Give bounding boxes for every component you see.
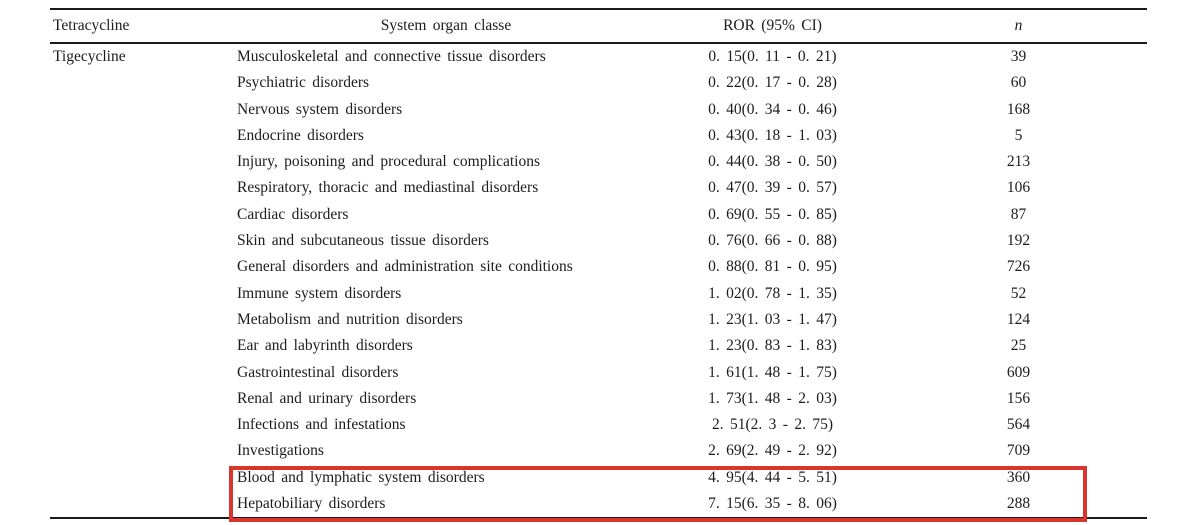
cell-drug [50, 123, 237, 149]
table-row: Injury, poisoning and procedural complic… [50, 149, 1147, 175]
cell-soc: Gastrointestinal disorders [237, 363, 399, 381]
cell-drug [50, 281, 237, 307]
cell-soc: Investigations [237, 442, 324, 460]
cell-n: 609 [1006, 363, 1031, 381]
table-header-row: Tetracycline System organ classe ROR (95… [50, 8, 1147, 44]
cell-ror: 0. 76(0. 66 - 0. 88) [708, 232, 837, 250]
cell-drug [50, 97, 237, 123]
cell-drug [50, 149, 237, 175]
cell-drug [50, 70, 237, 96]
cell-drug: Tigecycline [53, 48, 126, 65]
cell-n: 87 [1010, 205, 1027, 223]
cell-soc: Renal and urinary disorders [237, 389, 417, 407]
cell-drug [50, 465, 237, 491]
cell-drug [50, 307, 237, 333]
cell-drug [50, 360, 237, 386]
table-row: Infections and infestations 2. 51(2. 3 - … [50, 412, 1147, 438]
table-row: Gastrointestinal disorders 1. 61(1. 48 - … [50, 360, 1147, 386]
cell-ror: 0. 40(0. 34 - 0. 46) [708, 100, 837, 118]
table-row: Investigations 2. 69(2. 49 - 2. 92) 709 [50, 438, 1147, 464]
cell-n: 726 [1006, 258, 1031, 276]
cell-soc: Psychiatric disorders [237, 74, 370, 92]
cell-soc: Metabolism and nutrition disorders [237, 310, 463, 328]
cell-drug [50, 491, 237, 517]
cell-ror: 1. 23(0. 83 - 1. 83) [708, 337, 837, 355]
cell-n: 168 [1006, 100, 1031, 118]
cell-n: 5 [1014, 126, 1023, 144]
cell-ror: 1. 02(0. 78 - 1. 35) [708, 284, 837, 302]
cell-n: 709 [1006, 442, 1031, 460]
cell-ror: 1. 23(1. 03 - 1. 47) [708, 310, 837, 328]
cell-n: 60 [1010, 74, 1027, 92]
cell-soc: Hepatobiliary disorders [237, 495, 386, 513]
cell-ror: 0. 88(0. 81 - 0. 95) [708, 258, 837, 276]
cell-n: 39 [1010, 48, 1027, 65]
cell-ror: 2. 51(2. 3 - 2. 75) [712, 416, 833, 434]
cell-drug [50, 438, 237, 464]
cell-soc: Endocrine disorders [237, 126, 364, 144]
cell-soc: Ear and labyrinth disorders [237, 337, 413, 355]
table-row: Respiratory, thoracic and mediastinal di… [50, 175, 1147, 201]
cell-drug [50, 386, 237, 412]
cell-ror: 1. 61(1. 48 - 1. 75) [708, 363, 837, 381]
cell-n: 124 [1006, 310, 1031, 328]
header-system-organ-class: System organ classe [380, 17, 512, 34]
cell-n: 564 [1006, 416, 1031, 434]
table-row: Cardiac disorders 0. 69(0. 55 - 0. 85) 87 [50, 202, 1147, 228]
cell-n: 213 [1006, 153, 1031, 171]
cell-n: 25 [1010, 337, 1027, 355]
cell-soc: Injury, poisoning and procedural complic… [237, 153, 540, 171]
table-row: Immune system disorders 1. 02(0. 78 - 1. … [50, 281, 1147, 307]
table-row: Skin and subcutaneous tissue disorders 0.… [50, 228, 1147, 254]
cell-ror: 0. 22(0. 17 - 0. 28) [708, 74, 837, 92]
table-row: General disorders and administration sit… [50, 254, 1147, 280]
table-row-highlighted: Hepatobiliary disorders 7. 15(6. 35 - 8. … [50, 491, 1147, 517]
table-row: Nervous system disorders 0. 40(0. 34 - 0.… [50, 97, 1147, 123]
table-row: Tigecycline Musculoskeletal and connectiv… [50, 44, 1147, 70]
table-row: Psychiatric disorders 0. 22(0. 17 - 0. 28… [50, 70, 1147, 96]
cell-drug [50, 412, 237, 438]
cell-ror: 1. 73(1. 48 - 2. 03) [708, 389, 837, 407]
cell-ror: 4. 95(4. 44 - 5. 51) [708, 468, 837, 486]
cell-soc: Musculoskeletal and connective tissue di… [237, 48, 546, 65]
cell-soc: Immune system disorders [237, 284, 402, 302]
table-row: Ear and labyrinth disorders 1. 23(0. 83 -… [50, 333, 1147, 359]
cell-ror: 7. 15(6. 35 - 8. 06) [708, 495, 837, 513]
cell-soc: Nervous system disorders [237, 100, 403, 118]
header-n: n [1014, 17, 1023, 34]
table-body: Tigecycline Musculoskeletal and connectiv… [50, 44, 1147, 520]
ror-table: Tetracycline System organ classe ROR (95… [50, 8, 1147, 520]
cell-soc: Skin and subcutaneous tissue disorders [237, 232, 489, 250]
cell-ror: 0. 15(0. 11 - 0. 21) [708, 48, 837, 65]
table-row-highlighted: Blood and lymphatic system disorders 4. 9… [50, 465, 1147, 491]
cell-drug [50, 254, 237, 280]
cell-ror: 0. 69(0. 55 - 0. 85) [708, 205, 837, 223]
cell-drug [50, 228, 237, 254]
table-row: Renal and urinary disorders 1. 73(1. 48 -… [50, 386, 1147, 412]
cell-soc: Respiratory, thoracic and mediastinal di… [237, 179, 539, 197]
cell-soc: Infections and infestations [237, 416, 406, 434]
cell-soc: Blood and lymphatic system disorders [237, 468, 485, 486]
cell-n: 360 [1006, 468, 1031, 486]
cell-ror: 2. 69(2. 49 - 2. 92) [708, 442, 837, 460]
cell-ror: 0. 44(0. 38 - 0. 50) [708, 153, 837, 171]
cell-drug [50, 202, 237, 228]
cell-drug [50, 175, 237, 201]
cell-soc: General disorders and administration sit… [237, 258, 573, 276]
table-row: Endocrine disorders 0. 43(0. 18 - 1. 03) 5 [50, 123, 1147, 149]
cell-n: 288 [1006, 495, 1031, 513]
cell-n: 156 [1006, 389, 1031, 407]
cell-ror: 0. 47(0. 39 - 0. 57) [708, 179, 837, 197]
cell-drug [50, 333, 237, 359]
cell-soc: Cardiac disorders [237, 205, 349, 223]
header-tetracycline: Tetracycline [53, 17, 130, 34]
table-row: Metabolism and nutrition disorders 1. 23(… [50, 307, 1147, 333]
cell-ror: 0. 43(0. 18 - 1. 03) [708, 126, 837, 144]
header-ror-ci: ROR (95% CI) [723, 17, 822, 34]
cell-n: 192 [1006, 232, 1031, 250]
cell-n: 106 [1006, 179, 1031, 197]
cell-n: 52 [1010, 284, 1027, 302]
